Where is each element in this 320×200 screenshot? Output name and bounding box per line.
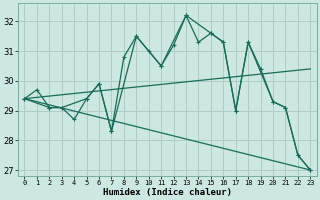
X-axis label: Humidex (Indice chaleur): Humidex (Indice chaleur) [103,188,232,197]
